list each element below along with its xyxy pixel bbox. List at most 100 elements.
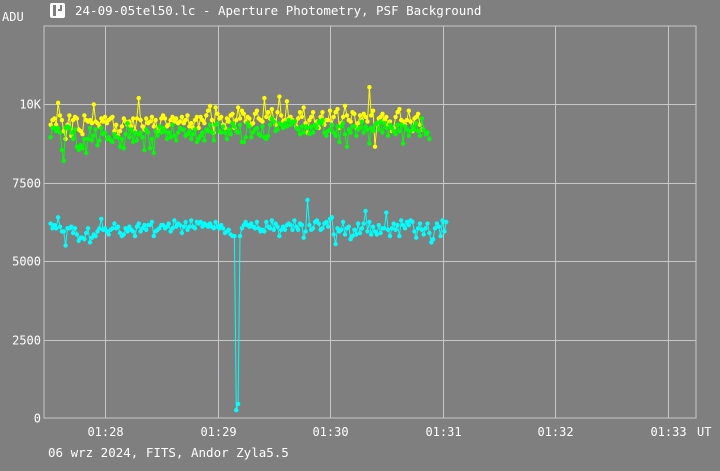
data-point [220, 124, 226, 129]
data-point [344, 144, 350, 149]
data-point [125, 229, 130, 234]
data-point [382, 226, 387, 231]
data-point [427, 136, 432, 142]
data-point [115, 135, 121, 140]
data-point [179, 114, 185, 120]
data-point [292, 218, 297, 223]
data-point [226, 127, 231, 132]
data-point [393, 227, 398, 232]
data-point [52, 222, 57, 228]
data-point [183, 219, 188, 225]
data-point [397, 233, 402, 239]
data-point [226, 227, 231, 232]
data-point [303, 121, 308, 126]
data-point [174, 138, 179, 143]
data-point [399, 122, 404, 128]
data-point [217, 226, 222, 231]
data-point [74, 144, 80, 149]
data-point [429, 240, 434, 245]
data-point [415, 111, 421, 117]
data-point [89, 121, 95, 126]
data-point [54, 226, 59, 231]
data-point [400, 141, 406, 146]
data-point [243, 135, 248, 140]
data-point [342, 232, 348, 237]
data-point [183, 117, 188, 123]
data-point [262, 95, 267, 101]
data-point [164, 136, 170, 142]
data-point [194, 114, 200, 120]
data-point [63, 136, 68, 142]
x-tick-label: 01:32 [537, 425, 573, 439]
data-point [102, 130, 108, 135]
data-point [99, 125, 104, 131]
data-point [355, 221, 361, 226]
data-point [129, 127, 134, 132]
data-point [305, 125, 310, 131]
data-point [115, 224, 121, 229]
data-point [410, 219, 415, 225]
data-point [442, 229, 447, 234]
data-point [144, 116, 149, 121]
data-point [370, 224, 376, 229]
data-point [404, 117, 410, 123]
data-point [93, 127, 98, 132]
data-point [190, 132, 196, 137]
data-point [335, 124, 340, 129]
data-point [147, 119, 153, 124]
data-point [348, 130, 353, 135]
data-point [48, 135, 53, 140]
data-point [354, 133, 359, 138]
data-point [387, 119, 393, 124]
data-point [87, 240, 93, 245]
data-point [365, 119, 370, 124]
data-point [295, 116, 301, 121]
data-point [57, 224, 63, 229]
data-point [134, 116, 140, 121]
title-bar: 24-09-05tel50.lc - Aperture Photometry, … [0, 0, 720, 24]
data-point [55, 125, 61, 131]
data-point [84, 230, 89, 236]
data-point [352, 111, 357, 117]
data-point [224, 136, 230, 142]
data-point [355, 121, 361, 126]
data-point [204, 113, 209, 118]
y-tick-label: 10K [19, 98, 41, 112]
data-point [271, 119, 276, 124]
data-point [365, 229, 370, 234]
app-logo-icon[interactable] [50, 3, 65, 18]
data-point [282, 121, 288, 126]
data-point [269, 106, 275, 112]
data-point [389, 125, 395, 131]
data-point [430, 237, 436, 242]
data-point [172, 218, 177, 223]
data-point [299, 124, 305, 129]
data-point [331, 232, 336, 237]
data-point [284, 124, 290, 129]
data-point [70, 136, 76, 142]
data-point [299, 222, 305, 228]
data-point [177, 222, 183, 228]
data-point [151, 233, 156, 239]
data-point [67, 125, 72, 131]
data-point [181, 224, 186, 229]
data-point [95, 121, 100, 126]
data-point [130, 116, 136, 121]
data-point [147, 146, 153, 151]
chart-grid [43, 25, 697, 419]
data-point [110, 114, 115, 120]
data-point [95, 143, 100, 148]
data-point [374, 232, 380, 237]
data-point [307, 132, 312, 137]
data-point [299, 114, 305, 120]
data-point [234, 117, 239, 123]
data-point [340, 121, 346, 126]
data-point [370, 128, 376, 134]
data-point [352, 124, 357, 129]
data-point [327, 108, 333, 113]
data-point [166, 130, 171, 135]
data-point [145, 130, 151, 135]
data-point [207, 122, 213, 128]
data-point [174, 116, 179, 121]
data-point [61, 128, 66, 134]
